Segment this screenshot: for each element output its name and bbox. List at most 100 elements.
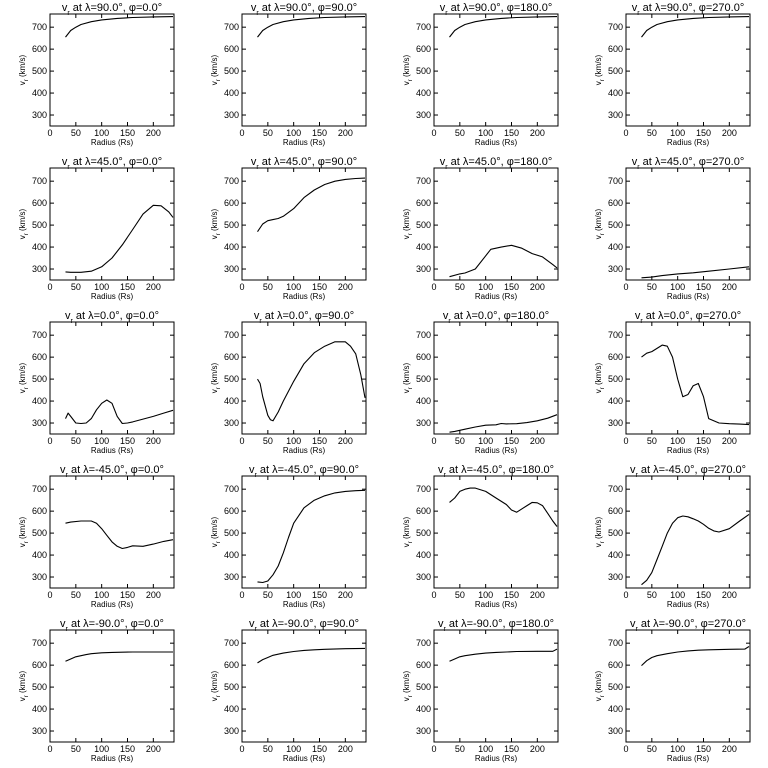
y-tick-label: 500 bbox=[416, 374, 431, 384]
plot-frame bbox=[433, 13, 559, 127]
series-line bbox=[257, 16, 366, 38]
x-tick-label: 100 bbox=[286, 282, 301, 292]
y-tick-label: 300 bbox=[32, 572, 47, 582]
series-line bbox=[641, 16, 750, 38]
x-tick-label: 150 bbox=[504, 744, 519, 754]
y-tick-label: 400 bbox=[224, 550, 239, 560]
panel-3: vr at λ=90.0°, φ=180.0° 0 50 100 150 200 300 40… bbox=[402, 2, 559, 147]
y-axis-label: vr (km/s) bbox=[18, 670, 30, 701]
plot-frame bbox=[625, 167, 751, 281]
y-tick-label: 300 bbox=[224, 418, 239, 428]
x-tick-label: 50 bbox=[455, 282, 465, 292]
y-axis-label: vr (km/s) bbox=[402, 516, 414, 547]
x-tick-label: 0 bbox=[431, 128, 436, 138]
panel-title: vr at λ=-90.0°, φ=90.0° bbox=[249, 618, 359, 633]
plot-frame bbox=[49, 321, 175, 435]
y-tick-label: 400 bbox=[224, 242, 239, 252]
x-axis-label: Radius (Rs) bbox=[91, 138, 134, 147]
plot-frame bbox=[433, 475, 559, 589]
x-tick-label: 100 bbox=[286, 436, 301, 446]
panel-20: vr at λ=-90.0°, φ=270.0° 0 50 100 150 200 300 4… bbox=[594, 618, 751, 763]
x-axis-label: Radius (Rs) bbox=[667, 600, 710, 609]
x-tick-label: 0 bbox=[239, 744, 244, 754]
y-tick-label: 500 bbox=[224, 66, 239, 76]
y-tick-label: 300 bbox=[32, 726, 47, 736]
y-tick-label: 500 bbox=[224, 528, 239, 538]
y-tick-label: 600 bbox=[608, 44, 623, 54]
panel-title: vr at λ=45.0°, φ=270.0° bbox=[632, 156, 744, 171]
x-tick-label: 50 bbox=[263, 282, 273, 292]
y-tick-label: 600 bbox=[224, 352, 239, 362]
y-tick-label: 600 bbox=[416, 660, 431, 670]
panel-18: vr at λ=-90.0°, φ=90.0° 0 50 100 150 200 300 40… bbox=[210, 618, 367, 763]
x-axis-label: Radius (Rs) bbox=[667, 754, 710, 763]
x-tick-label: 0 bbox=[431, 744, 436, 754]
y-axis-label: vr (km/s) bbox=[18, 54, 30, 85]
y-tick-label: 300 bbox=[224, 572, 239, 582]
y-tick-label: 700 bbox=[416, 330, 431, 340]
y-tick-label: 600 bbox=[608, 506, 623, 516]
y-tick-label: 400 bbox=[32, 88, 47, 98]
x-tick-label: 0 bbox=[623, 744, 628, 754]
y-tick-label: 300 bbox=[416, 726, 431, 736]
y-tick-label: 700 bbox=[608, 176, 623, 186]
x-tick-label: 100 bbox=[670, 590, 685, 600]
y-tick-label: 700 bbox=[224, 22, 239, 32]
x-tick-label: 100 bbox=[94, 282, 109, 292]
panel-title: vr at λ=-45.0°, φ=90.0° bbox=[249, 464, 359, 479]
x-tick-label: 0 bbox=[431, 282, 436, 292]
y-tick-label: 400 bbox=[224, 88, 239, 98]
plot-frame bbox=[625, 629, 751, 743]
x-tick-label: 100 bbox=[670, 128, 685, 138]
x-tick-label: 0 bbox=[623, 282, 628, 292]
plot-frame bbox=[241, 13, 367, 127]
x-tick-label: 200 bbox=[338, 128, 353, 138]
y-tick-label: 600 bbox=[32, 506, 47, 516]
panel-5: vr at λ=45.0°, φ=0.0° 0 50 100 150 200 300 400 5… bbox=[18, 156, 175, 301]
y-tick-label: 400 bbox=[416, 396, 431, 406]
x-tick-label: 50 bbox=[455, 590, 465, 600]
x-tick-label: 200 bbox=[146, 590, 161, 600]
y-tick-label: 300 bbox=[416, 264, 431, 274]
y-tick-label: 500 bbox=[32, 66, 47, 76]
y-tick-label: 600 bbox=[608, 352, 623, 362]
y-tick-label: 700 bbox=[416, 484, 431, 494]
x-tick-label: 100 bbox=[94, 590, 109, 600]
x-tick-label: 150 bbox=[312, 744, 327, 754]
y-tick-label: 400 bbox=[32, 704, 47, 714]
x-tick-label: 50 bbox=[71, 282, 81, 292]
x-tick-label: 50 bbox=[71, 590, 81, 600]
panel-title: vr at λ=0.0°, φ=0.0° bbox=[65, 310, 159, 325]
y-axis-label: vr (km/s) bbox=[210, 516, 222, 547]
series-line bbox=[257, 341, 366, 422]
y-tick-label: 400 bbox=[224, 396, 239, 406]
plot-frame bbox=[49, 167, 175, 281]
y-tick-label: 700 bbox=[416, 22, 431, 32]
y-tick-label: 700 bbox=[224, 330, 239, 340]
x-tick-label: 200 bbox=[722, 744, 737, 754]
panel-11: vr at λ=0.0°, φ=180.0° 0 50 100 150 200 300 400… bbox=[402, 310, 559, 455]
x-tick-label: 50 bbox=[71, 128, 81, 138]
x-axis-label: Radius (Rs) bbox=[91, 446, 134, 455]
y-axis-label: vr (km/s) bbox=[594, 54, 606, 85]
y-tick-label: 600 bbox=[416, 506, 431, 516]
x-tick-label: 100 bbox=[286, 128, 301, 138]
series-line bbox=[641, 513, 750, 586]
plot-frame bbox=[241, 475, 367, 589]
y-tick-label: 400 bbox=[608, 242, 623, 252]
panel-8: vr at λ=45.0°, φ=270.0° 0 50 100 150 200 300 40… bbox=[594, 156, 751, 301]
series-line bbox=[65, 399, 174, 425]
x-tick-label: 200 bbox=[530, 436, 545, 446]
x-tick-label: 150 bbox=[696, 282, 711, 292]
plot-frame bbox=[625, 13, 751, 127]
y-tick-label: 500 bbox=[32, 682, 47, 692]
y-tick-label: 500 bbox=[608, 220, 623, 230]
x-axis-label: Radius (Rs) bbox=[283, 600, 326, 609]
panel-title: vr at λ=-45.0°, φ=180.0° bbox=[438, 464, 554, 479]
x-tick-label: 100 bbox=[670, 744, 685, 754]
x-tick-label: 0 bbox=[239, 128, 244, 138]
panel-title: vr at λ=0.0°, φ=90.0° bbox=[254, 310, 354, 325]
y-tick-label: 300 bbox=[608, 572, 623, 582]
y-tick-label: 300 bbox=[416, 418, 431, 428]
panel-10: vr at λ=0.0°, φ=90.0° 0 50 100 150 200 300 400 5… bbox=[210, 310, 367, 455]
